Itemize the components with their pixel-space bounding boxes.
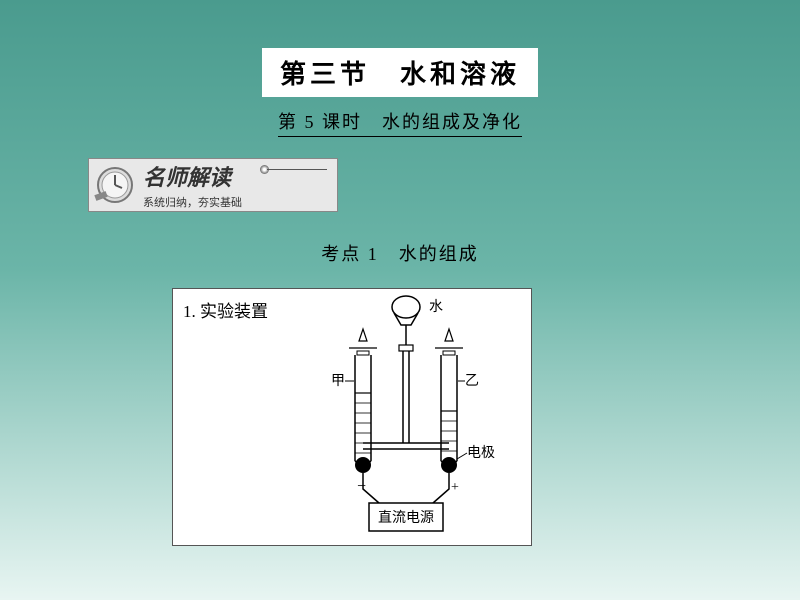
- label-electrode: 电极: [467, 445, 495, 461]
- label-minus: −: [357, 478, 366, 495]
- banner-text-area: 名师解读 系统归纳，夯实基础: [143, 160, 337, 210]
- label-jia: 甲: [331, 374, 345, 389]
- label-yi: 乙: [465, 373, 479, 389]
- banner-main-text: 名师解读: [143, 160, 337, 192]
- lesson-subtitle: 第 5 课时 水的组成及净化: [278, 108, 522, 137]
- banner-sub-text: 系统归纳，夯实基础: [143, 194, 337, 210]
- clock-icon: [93, 163, 137, 207]
- electrolysis-diagram: 水 甲 乙 电极 − + 直流电源: [291, 293, 521, 541]
- label-plus: +: [451, 480, 459, 495]
- label-power: 直流电源: [378, 509, 434, 526]
- diagram-item-label: 1. 实验装置: [183, 297, 268, 322]
- teacher-banner: 名师解读 系统归纳，夯实基础: [88, 158, 338, 212]
- banner-line-icon: [267, 169, 327, 170]
- exam-point-title: 考点 1 水的组成: [321, 240, 479, 266]
- label-water: 水: [429, 299, 443, 315]
- section-title: 第三节 水和溶液: [262, 48, 538, 97]
- diagram-container: 1. 实验装置: [172, 288, 532, 546]
